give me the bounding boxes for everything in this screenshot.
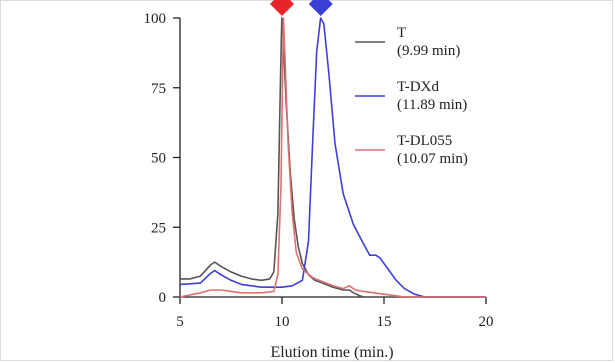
- y-tick-label: 75: [151, 81, 166, 97]
- legend: T (9.99 min) T-DXd (11.89 min) T-DL055 (10.07…: [355, 25, 468, 167]
- y-tick-label: 25: [151, 220, 166, 236]
- legend-retention-time: (9.99 min): [397, 43, 460, 59]
- series-lines-group: [179, 17, 486, 298]
- blue-marker: [308, 0, 333, 16]
- legend-series-name: T-DL055: [397, 133, 452, 149]
- x-tick-label: 15: [377, 314, 392, 330]
- series-line-t-dl055: [179, 17, 486, 298]
- x-tick-label: 20: [479, 314, 494, 330]
- x-tick-label: 5: [176, 314, 184, 330]
- peak-markers-group: [270, 0, 333, 16]
- axes-group: 0 25 50 75 100 5 10 15 20: [144, 11, 494, 330]
- x-axis-label: Elution time (min.): [270, 344, 393, 361]
- red-marker: [270, 0, 294, 16]
- legend-series-name: T: [397, 25, 406, 41]
- y-tick-label: 100: [144, 11, 167, 27]
- x-tick-label: 10: [275, 314, 290, 330]
- legend-retention-time: (10.07 min): [397, 151, 468, 167]
- legend-retention-time: (11.89 min): [397, 97, 467, 113]
- series-line-t-dxd: [179, 17, 486, 298]
- legend-series-name: T-DXd: [397, 79, 439, 95]
- y-tick-label: 0: [159, 290, 167, 306]
- y-tick-label: 50: [151, 151, 166, 167]
